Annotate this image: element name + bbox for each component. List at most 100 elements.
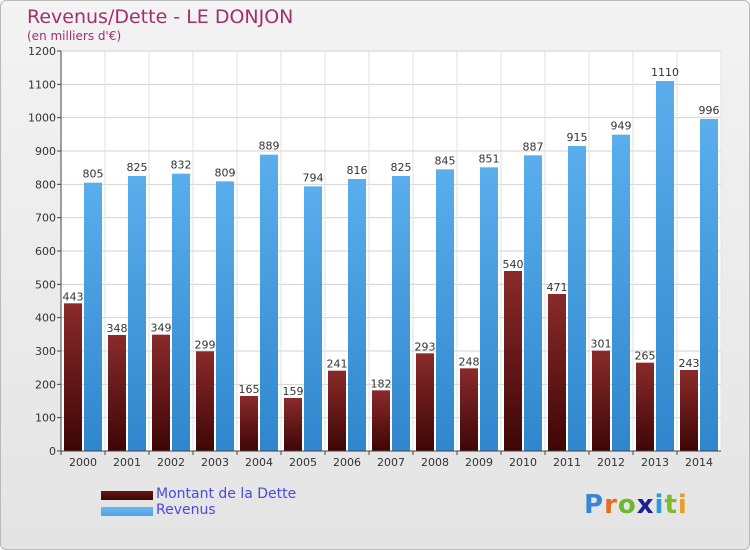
debt-bar <box>460 368 478 451</box>
debt-bar <box>636 362 654 451</box>
y-tick-label: 1200 <box>28 45 56 58</box>
y-tick-label: 1100 <box>28 78 56 91</box>
logo-letter: i <box>654 490 665 520</box>
x-tick-label: 2008 <box>421 456 449 469</box>
x-tick-label: 2006 <box>333 456 361 469</box>
debt-bar <box>328 370 346 451</box>
legend-swatch-debt <box>101 491 153 500</box>
revenue-bar <box>656 81 674 451</box>
y-tick-label: 1000 <box>28 112 56 125</box>
x-tick-label: 2003 <box>201 456 229 469</box>
x-tick-label: 2013 <box>641 456 669 469</box>
y-tick-label: 600 <box>35 245 56 258</box>
revenue-bar <box>524 155 542 452</box>
y-tick-label: 0 <box>49 445 56 458</box>
legend-label-revenue: Revenus <box>156 502 216 518</box>
x-tick-label: 2007 <box>377 456 405 469</box>
revenue-value-label: 825 <box>391 161 412 174</box>
debt-bar <box>108 335 126 451</box>
logo-letter: t <box>664 490 678 520</box>
revenue-value-label: 832 <box>171 159 192 172</box>
debt-value-label: 299 <box>195 338 216 351</box>
debt-value-label: 471 <box>547 281 568 294</box>
y-tick-label: 400 <box>35 312 56 325</box>
revenue-bar <box>260 154 278 451</box>
debt-bar <box>504 271 522 451</box>
revenue-bar <box>700 119 718 451</box>
revenue-bar <box>216 181 234 452</box>
revenue-value-label: 816 <box>347 164 368 177</box>
logo-letter: i <box>677 490 688 520</box>
revenue-value-label: 794 <box>303 171 324 184</box>
legend-swatch-revenue <box>101 507 153 516</box>
revenue-value-label: 809 <box>215 166 236 179</box>
revenue-bar <box>84 182 102 451</box>
revenue-bar <box>172 173 190 451</box>
debt-value-label: 348 <box>107 322 128 335</box>
revenue-value-label: 851 <box>479 152 500 165</box>
debt-value-label: 243 <box>679 357 700 370</box>
x-tick-label: 2000 <box>69 456 97 469</box>
revenue-value-label: 887 <box>523 140 544 153</box>
revenue-bar <box>128 176 146 451</box>
chart-subtitle: (en milliers d'€) <box>27 29 122 43</box>
revenue-bar <box>392 176 410 451</box>
y-tick-label: 800 <box>35 178 56 191</box>
revenue-value-label: 949 <box>611 120 632 133</box>
y-tick-label: 200 <box>35 378 56 391</box>
revenue-bar <box>612 134 630 451</box>
logo-letter: P <box>584 490 605 520</box>
debt-value-label: 349 <box>151 322 172 335</box>
y-tick-label: 900 <box>35 145 56 158</box>
y-tick-label: 700 <box>35 212 56 225</box>
revenue-bar <box>480 167 498 452</box>
revenue-bar <box>568 146 586 451</box>
x-tick-label: 2010 <box>509 456 537 469</box>
debt-value-label: 248 <box>459 355 480 368</box>
debt-value-label: 443 <box>63 290 84 303</box>
debt-bar <box>592 350 610 451</box>
revenue-value-label: 825 <box>127 161 148 174</box>
debt-bar <box>152 334 170 451</box>
revenue-bar <box>348 179 366 451</box>
x-tick-label: 2011 <box>553 456 581 469</box>
logo-letter: x <box>636 490 655 520</box>
x-tick-label: 2005 <box>289 456 317 469</box>
debt-value-label: 241 <box>327 358 348 371</box>
revenue-bar <box>304 186 322 452</box>
debt-bar <box>548 294 566 451</box>
chart-title: Revenus/Dette - LE DONJON <box>27 6 294 28</box>
debt-bar <box>240 396 258 451</box>
revenue-value-label: 805 <box>83 168 104 181</box>
debt-value-label: 293 <box>415 340 436 353</box>
revenue-value-label: 996 <box>699 104 720 117</box>
debt-bar <box>416 353 434 451</box>
logo-letter: r <box>604 490 618 520</box>
legend-label-debt: Montant de la Dette <box>156 486 297 502</box>
revenue-value-label: 889 <box>259 140 280 153</box>
debt-bar <box>680 370 698 451</box>
debt-value-label: 165 <box>239 383 260 396</box>
debt-value-label: 265 <box>635 350 656 363</box>
debt-bar <box>284 398 302 451</box>
x-tick-label: 2012 <box>597 456 625 469</box>
debt-bar <box>372 390 390 451</box>
y-tick-label: 300 <box>35 345 56 358</box>
debt-bar <box>64 303 82 451</box>
x-tick-label: 2014 <box>685 456 713 469</box>
revenue-value-label: 845 <box>435 154 456 167</box>
logo-letter: o <box>617 490 637 520</box>
debt-value-label: 540 <box>503 258 524 271</box>
debt-value-label: 301 <box>591 338 612 351</box>
x-tick-label: 2002 <box>157 456 185 469</box>
proxiti-logo: Proxiti <box>584 490 688 520</box>
y-tick-label: 500 <box>35 278 56 291</box>
revenue-bar <box>436 169 454 452</box>
y-tick-label: 100 <box>35 412 56 425</box>
debt-bar <box>196 351 214 451</box>
x-tick-label: 2001 <box>113 456 141 469</box>
x-tick-label: 2004 <box>245 456 273 469</box>
x-tick-label: 2009 <box>465 456 493 469</box>
